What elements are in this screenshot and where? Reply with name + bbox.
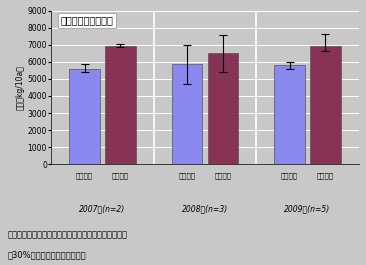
Bar: [310, 46, 341, 164]
Text: 慣行栄培: 慣行栄培: [281, 172, 298, 179]
Text: 慣行栄培: 慣行栄培: [179, 172, 195, 179]
Text: 2008年(n=3): 2008年(n=3): [182, 204, 228, 213]
Bar: [172, 64, 202, 164]
Text: 慣行栄培: 慣行栄培: [76, 172, 93, 179]
Text: 2009年(n=5): 2009年(n=5): [284, 204, 330, 213]
Text: 2007年(n=2): 2007年(n=2): [79, 204, 126, 213]
Text: 拍動灌水: 拍動灌水: [112, 172, 129, 179]
Text: バーは最大と最小値: バーは最大と最小値: [60, 15, 113, 25]
Text: 拍動灌水: 拍動灌水: [317, 172, 334, 179]
Bar: [274, 65, 305, 164]
Text: 図２　農家圃場における慣行栄培と拍動自動灌水栄培: 図２ 農家圃場における慣行栄培と拍動自動灌水栄培: [7, 231, 127, 240]
Bar: [69, 69, 100, 164]
Y-axis label: 収量（kg/10a）: 収量（kg/10a）: [16, 65, 25, 110]
Bar: [208, 53, 238, 164]
Bar: [105, 46, 136, 164]
Text: （30%減肥）の収量の年次変動: （30%減肥）の収量の年次変動: [7, 250, 86, 259]
Text: 拍動灌水: 拍動灌水: [214, 172, 231, 179]
